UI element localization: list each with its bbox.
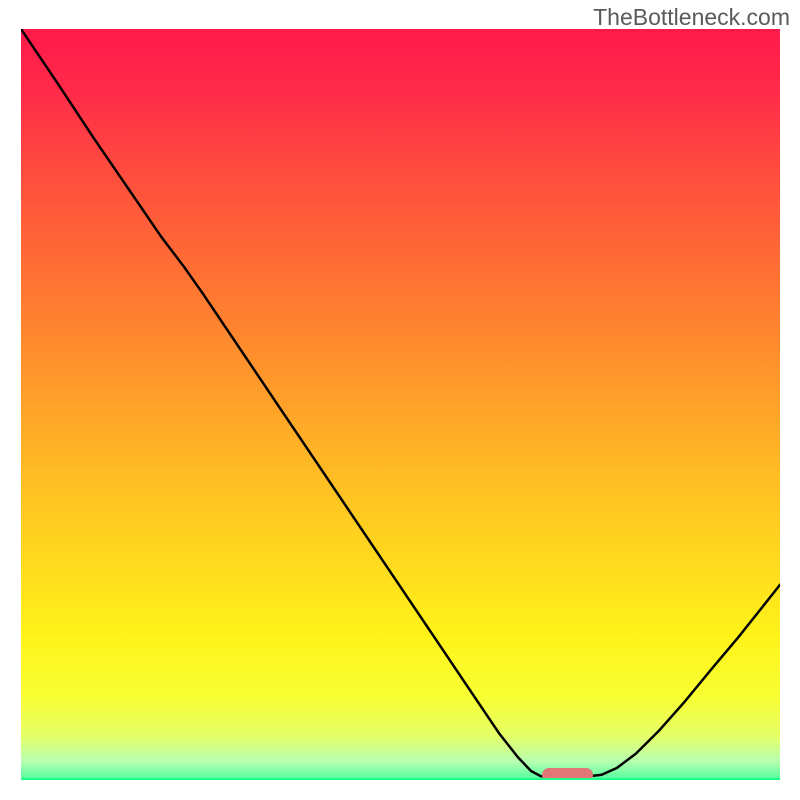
chart-line	[21, 29, 780, 780]
chart-plot-area	[21, 29, 780, 780]
chart-baseline	[21, 778, 780, 780]
watermark-text: TheBottleneck.com	[593, 4, 790, 31]
